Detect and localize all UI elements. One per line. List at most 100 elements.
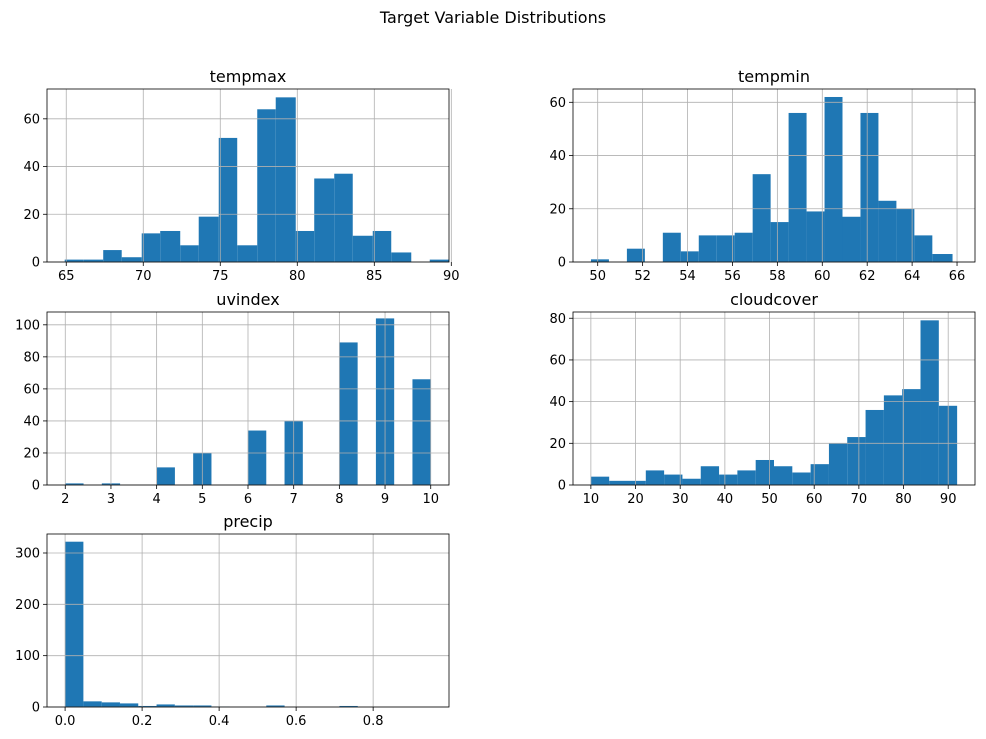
y-tick-label: 40 — [23, 160, 40, 175]
histogram-bar — [609, 480, 628, 485]
x-tick-label: 70 — [851, 492, 868, 507]
histogram-bar — [198, 216, 219, 262]
x-tick-label: 66 — [949, 269, 966, 284]
axes-frame — [46, 533, 450, 708]
histogram-bar — [101, 702, 120, 707]
y-tick-label: 0 — [32, 479, 40, 494]
y-tick-label: 300 — [15, 546, 40, 561]
bars — [64, 97, 449, 263]
histogram-bar — [755, 459, 774, 485]
y-tick-label: 100 — [15, 649, 40, 664]
y-tick-label: 0 — [558, 479, 566, 494]
histogram-bar — [774, 466, 793, 485]
histogram-bar — [180, 245, 199, 262]
x-tick-label: 90 — [940, 492, 957, 507]
x-tick-label: 5 — [198, 492, 206, 507]
histogram-bar — [914, 235, 933, 262]
histogram-bar — [828, 443, 848, 485]
histogram-bar — [824, 96, 843, 262]
x-tick-label: 9 — [381, 492, 389, 507]
axes-frame — [572, 88, 976, 263]
histogram-bar — [842, 216, 861, 262]
histogram-bar — [65, 541, 84, 707]
y-tick-label: 40 — [549, 149, 566, 164]
x-tick-label: 60 — [814, 269, 831, 284]
panel-title: cloudcover — [730, 290, 818, 309]
axes-frame — [46, 88, 450, 263]
y-tick-label: 0 — [32, 701, 40, 716]
panel-title: uvindex — [216, 290, 279, 309]
histogram-bar — [860, 112, 879, 262]
histogram-bar — [391, 252, 412, 262]
y-tick-label: 40 — [549, 395, 566, 410]
histogram-bar — [752, 174, 771, 262]
panel-cloudcover: 10 20 30 40 50 60 70 80 90 0 20 40 60 80 cloudcover — [549, 290, 976, 507]
panel-precip: 0.0 0.2 0.4 0.6 0.8 0 100 200 300 precip — [15, 512, 450, 729]
histogram-bar — [372, 230, 392, 262]
histogram-bar — [275, 97, 296, 263]
x-tick-label: 0.6 — [286, 714, 307, 729]
histogram-bar — [806, 211, 825, 262]
histogram-bar — [156, 467, 175, 485]
histogram-bar — [590, 476, 610, 485]
histogram-bar — [920, 320, 939, 485]
x-tick-label: 3 — [107, 492, 115, 507]
x-tick-label: 64 — [904, 269, 921, 284]
x-tick-label: 0.0 — [55, 714, 76, 729]
x-tick-label: 10 — [583, 492, 600, 507]
y-tick-label: 200 — [15, 598, 40, 613]
histogram-bar — [257, 109, 276, 262]
y-tick-label: 20 — [23, 446, 40, 461]
y-tick-label: 60 — [23, 112, 40, 127]
x-tick-label: 60 — [806, 492, 823, 507]
histogram-bar — [883, 395, 903, 485]
histogram-bar — [680, 251, 699, 262]
histogram-bar — [664, 474, 683, 485]
histogram-bar — [295, 230, 315, 262]
x-tick-label: 52 — [634, 269, 651, 284]
histogram-bar — [698, 235, 717, 262]
x-tick-label: 70 — [135, 269, 152, 284]
figure-title: Target Variable Distributions — [379, 8, 606, 27]
x-tick-label: 54 — [679, 269, 696, 284]
histogram-bar — [237, 245, 258, 262]
y-tick-label: 0 — [558, 256, 566, 271]
x-tick-label: 50 — [589, 269, 606, 284]
histogram-bar — [626, 248, 645, 262]
histogram-bar — [716, 235, 735, 262]
y-tick-label: 40 — [23, 414, 40, 429]
x-tick-label: 8 — [335, 492, 343, 507]
x-tick-label: 0.4 — [209, 714, 230, 729]
x-tick-label: 4 — [152, 492, 160, 507]
histogram-bar — [788, 112, 807, 262]
y-tick-label: 100 — [15, 318, 40, 333]
histogram-bar — [218, 137, 238, 262]
histogram-bar — [412, 379, 431, 485]
histogram-bar — [627, 480, 646, 485]
histogram-bar — [662, 232, 681, 262]
histogram-bar — [138, 705, 157, 707]
y-tick-label: 80 — [23, 350, 40, 365]
histogram-bar — [896, 208, 915, 262]
histogram-bar — [878, 200, 897, 262]
histogram-bar — [847, 437, 866, 485]
histogram-bar — [334, 173, 353, 262]
histogram-bar — [902, 389, 921, 485]
x-tick-label: 7 — [290, 492, 298, 507]
histogram-bar — [103, 250, 122, 262]
bars — [590, 96, 953, 262]
histogram-bar — [83, 259, 104, 262]
histogram-bar — [65, 483, 84, 485]
panel-tempmin: 50 52 54 56 58 60 62 64 66 0 20 40 60 tempmin — [549, 67, 976, 284]
y-tick-label: 60 — [549, 96, 566, 111]
histogram-bar — [737, 470, 756, 485]
histogram-bar — [121, 257, 142, 262]
x-tick-label: 58 — [769, 269, 786, 284]
histogram-bar — [590, 259, 609, 262]
histogram-bar — [174, 705, 194, 707]
histogram-bar — [141, 233, 161, 262]
panel-title: tempmax — [210, 67, 287, 86]
histogram-bar — [932, 254, 953, 262]
